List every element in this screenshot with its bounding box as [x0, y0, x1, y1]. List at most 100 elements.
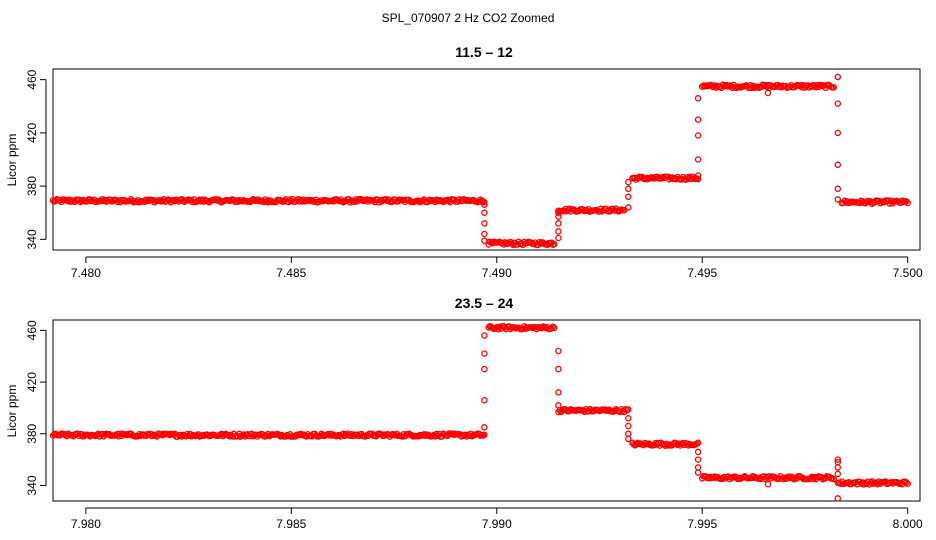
data-point	[641, 439, 648, 447]
transition-point	[555, 365, 562, 373]
transition-point	[481, 237, 488, 244]
axes: 7.480 7.485 7.490 7.495 7.500 340 380 420 460	[25, 69, 923, 280]
transition-point	[555, 347, 562, 355]
transition-point	[834, 185, 842, 193]
x-tick-label: 7.485	[276, 266, 306, 280]
transition-point	[694, 456, 702, 463]
transition-point	[694, 132, 702, 139]
data-point	[705, 475, 713, 482]
x-tick-label: 7.985	[276, 517, 306, 531]
y-tick-label: 340	[25, 229, 39, 249]
y-axis-label: Licor ppm	[5, 385, 19, 438]
x-tick-label: 8.000	[893, 517, 923, 531]
transition-point	[555, 402, 562, 409]
transition-point	[481, 201, 488, 209]
transition-point	[694, 156, 702, 163]
data-point	[52, 197, 59, 204]
data-point	[530, 240, 538, 248]
data-point	[720, 473, 728, 481]
transition-point	[555, 389, 562, 396]
x-tick-label: 7.500	[893, 266, 923, 280]
transition-point	[694, 469, 702, 476]
data-point	[481, 431, 488, 438]
transition-point	[625, 430, 632, 438]
transition-point	[694, 448, 702, 456]
data-point	[156, 196, 164, 204]
transition-point	[834, 129, 842, 137]
y-tick-label: 420	[25, 372, 39, 392]
data-point	[674, 441, 681, 449]
transition-point	[481, 424, 488, 431]
y-tick-label: 460	[25, 69, 39, 89]
outlier-point	[834, 495, 842, 502]
transition-point	[481, 209, 488, 216]
y-tick-label: 460	[25, 320, 39, 340]
transition-point	[481, 220, 488, 227]
outlier-point	[764, 480, 772, 488]
transition-point	[834, 100, 842, 107]
data-point	[67, 198, 75, 205]
data-point	[666, 441, 673, 448]
data-point	[549, 323, 557, 331]
data-point	[903, 198, 910, 205]
data-point	[551, 324, 558, 332]
x-tick-label: 7.990	[482, 517, 512, 531]
transition-point	[481, 396, 488, 404]
outlier-point	[834, 456, 842, 463]
transition-point	[625, 204, 632, 211]
data-point	[904, 480, 911, 487]
data-point	[790, 475, 798, 483]
transition-point	[625, 422, 632, 430]
data-points	[49, 73, 911, 249]
transition-point	[625, 435, 632, 443]
transition-point	[694, 464, 702, 471]
transition-point	[555, 234, 562, 242]
data-point	[433, 196, 440, 204]
y-tick-label: 380	[25, 423, 39, 443]
y-axis-label: Licor ppm	[5, 134, 19, 187]
x-tick-label: 7.480	[71, 266, 101, 280]
transition-point	[481, 365, 488, 373]
panel-title: 23.5 – 24	[455, 295, 514, 311]
transition-point	[625, 193, 632, 201]
panel-bottom: 23.5 – 24 Licor ppm 7.980 7.985 7.990 7.995…	[5, 295, 923, 531]
transition-point	[834, 196, 842, 203]
transition-point	[481, 332, 488, 339]
data-point	[479, 198, 487, 205]
y-tick-label: 380	[25, 176, 39, 196]
data-point	[642, 176, 650, 183]
outlier-point	[834, 73, 842, 81]
transition-point	[625, 415, 632, 422]
transition-point	[481, 350, 488, 357]
transition-point	[481, 230, 488, 238]
transition-point	[834, 464, 842, 471]
transition-point	[834, 470, 842, 478]
data-point	[481, 199, 488, 206]
panel-title: 11.5 – 12	[455, 44, 513, 60]
transition-point	[625, 178, 632, 186]
plot-frame	[52, 319, 921, 502]
data-point	[535, 238, 543, 246]
transition-point	[555, 228, 562, 235]
data-point	[420, 431, 428, 438]
data-point	[694, 175, 702, 183]
panel-top: 11.5 – 12 Licor ppm 7.480 7.485 7.490 7.495…	[5, 44, 923, 280]
data-point	[145, 197, 153, 204]
data-points	[49, 323, 911, 502]
x-tick-label: 7.980	[71, 517, 101, 531]
transition-point	[625, 185, 632, 193]
data-point	[814, 474, 821, 481]
data-point	[548, 324, 555, 332]
data-point	[220, 431, 228, 439]
plot-frame	[52, 68, 921, 251]
data-point	[694, 439, 702, 447]
data-point	[178, 433, 185, 440]
data-point	[779, 475, 787, 483]
y-tick-label: 420	[25, 123, 39, 143]
data-point	[830, 84, 837, 91]
data-point	[275, 431, 283, 439]
transition-point	[555, 220, 562, 227]
x-tick-label: 7.995	[687, 517, 717, 531]
